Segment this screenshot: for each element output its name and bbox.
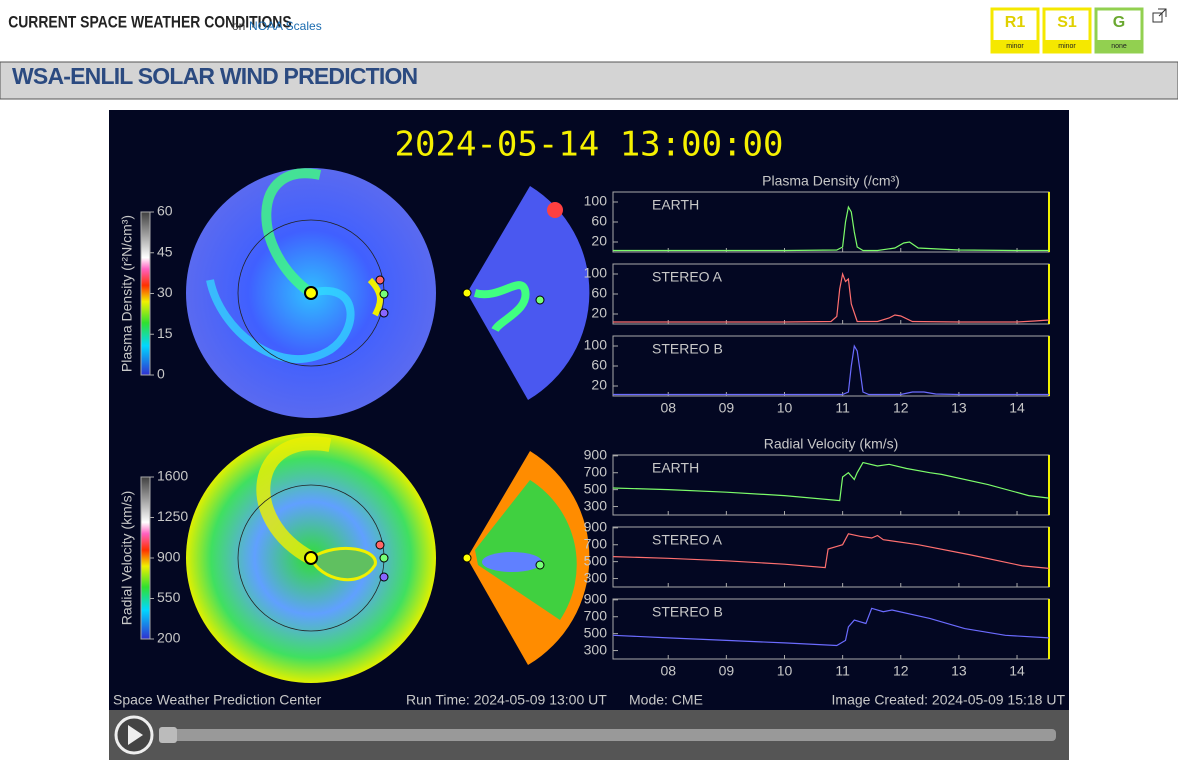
y-tick-label: 500	[584, 480, 608, 496]
chart-title: Plasma Density (/cm³)	[762, 173, 900, 189]
page-title: WSA-ENLIL SOLAR WIND PREDICTION	[12, 63, 418, 89]
scale-badge[interactable]: R1 minor	[990, 7, 1040, 54]
y-tick-label: 20	[591, 377, 607, 393]
colorbar	[140, 211, 151, 376]
series-line	[613, 271, 1050, 323]
colorbar-tick-label: 1250	[157, 508, 188, 524]
panel-label: STEREO B	[652, 604, 723, 620]
progress-track[interactable]	[160, 729, 1056, 741]
y-tick-label: 100	[584, 265, 608, 281]
density-disk	[186, 168, 436, 418]
x-tick-label: 09	[719, 400, 735, 416]
y-tick-label: 500	[584, 552, 608, 568]
colorbar-label: Plasma Density (r²N/cm³)	[119, 215, 135, 372]
y-tick-label: 300	[584, 497, 608, 513]
y-tick-label: 700	[584, 607, 608, 623]
badge-level: minor	[1058, 43, 1076, 50]
x-tick-label: 14	[1009, 663, 1025, 679]
noaa-scales-link[interactable]: NOAA Scales	[249, 19, 322, 33]
y-tick-label: 700	[584, 463, 608, 479]
footer-center: Space Weather Prediction Center	[113, 692, 322, 708]
y-tick-label: 100	[584, 193, 608, 209]
external-link-icon[interactable]	[1152, 8, 1167, 23]
chart-title: Radial Velocity (km/s)	[764, 436, 899, 452]
series-line	[613, 205, 1049, 252]
title-bar	[0, 61, 1178, 100]
frame-timestamp: 2024-05-14 13:00:00	[395, 125, 784, 165]
y-tick-label: 60	[591, 357, 607, 373]
y-tick-label: 20	[591, 305, 607, 321]
badge-level-bg	[992, 40, 1038, 52]
badge-level-bg	[1096, 40, 1142, 52]
y-tick-label: 60	[591, 285, 607, 301]
play-button[interactable]	[114, 715, 154, 755]
colorbar-tick-label: 15	[157, 325, 173, 341]
x-tick-label: 14	[1009, 400, 1025, 416]
y-tick-label: 300	[584, 569, 608, 585]
y-tick-label: 500	[584, 624, 608, 640]
density-wedge	[462, 186, 590, 400]
colorbar-tick-label: 30	[157, 284, 173, 300]
y-tick-label: 700	[584, 535, 608, 551]
series-line	[612, 533, 1050, 569]
colorbar-tick-label: 200	[157, 630, 181, 646]
scale-badge[interactable]: S1 minor	[1042, 7, 1092, 54]
x-tick-label: 09	[719, 663, 735, 679]
x-tick-label: 13	[951, 400, 967, 416]
badge-level-bg	[1044, 40, 1090, 52]
y-tick-label: 20	[591, 233, 607, 249]
series-line	[612, 461, 1050, 502]
x-tick-label: 08	[660, 663, 676, 679]
badge-label: R1	[1005, 14, 1026, 31]
velocity-wedge	[462, 451, 590, 665]
velocity-disk	[186, 433, 436, 683]
x-tick-label: 11	[835, 663, 850, 679]
x-tick-label: 10	[777, 400, 793, 416]
y-tick-label: 60	[591, 213, 607, 229]
series-line	[612, 607, 1050, 647]
y-tick-label: 100	[584, 337, 608, 353]
y-tick-label: 900	[584, 591, 608, 607]
panel-label: EARTH	[652, 460, 699, 476]
y-tick-label: 900	[584, 447, 608, 463]
header-connector: on	[232, 19, 245, 33]
x-tick-label: 08	[660, 400, 676, 416]
series-line	[613, 344, 1049, 396]
progress-handle[interactable]	[159, 727, 177, 743]
panel-label: EARTH	[652, 197, 699, 213]
colorbar-label: Radial Velocity (km/s)	[119, 491, 135, 626]
colorbars: 0 15 30 45 60 Plasma Density (r²N/cm³) 200 550 9…	[119, 203, 189, 646]
y-tick-label: 900	[584, 519, 608, 535]
colorbar	[140, 476, 151, 640]
footer-mode: Mode: CME	[629, 692, 703, 708]
footer-created: Image Created: 2024-05-09 15:18 UT	[832, 692, 1066, 708]
badge-label: S1	[1057, 14, 1077, 31]
colorbar-tick-label: 900	[157, 549, 181, 565]
colorbar-tick-label: 550	[157, 589, 181, 605]
badge-level: minor	[1006, 43, 1024, 50]
x-tick-label: 12	[893, 400, 909, 416]
x-tick-label: 10	[777, 663, 793, 679]
x-tick-label: 13	[951, 663, 967, 679]
badge-level: none	[1111, 43, 1127, 50]
panel-label: STEREO A	[652, 269, 723, 285]
panel-label: STEREO A	[652, 532, 723, 548]
panel-label: STEREO B	[652, 341, 723, 357]
y-tick-label: 300	[584, 641, 608, 657]
badge-label: G	[1113, 14, 1125, 31]
footer-run-time: Run Time: 2024-05-09 13:00 UT	[406, 692, 607, 708]
colorbar-tick-label: 45	[157, 243, 173, 259]
colorbar-tick-label: 0	[157, 366, 165, 382]
header-title: CURRENT SPACE WEATHER CONDITIONS	[8, 13, 291, 32]
colorbar-tick-label: 1600	[157, 468, 188, 484]
x-tick-label: 12	[893, 663, 909, 679]
x-tick-label: 11	[835, 400, 850, 416]
colorbar-tick-label: 60	[157, 203, 173, 219]
